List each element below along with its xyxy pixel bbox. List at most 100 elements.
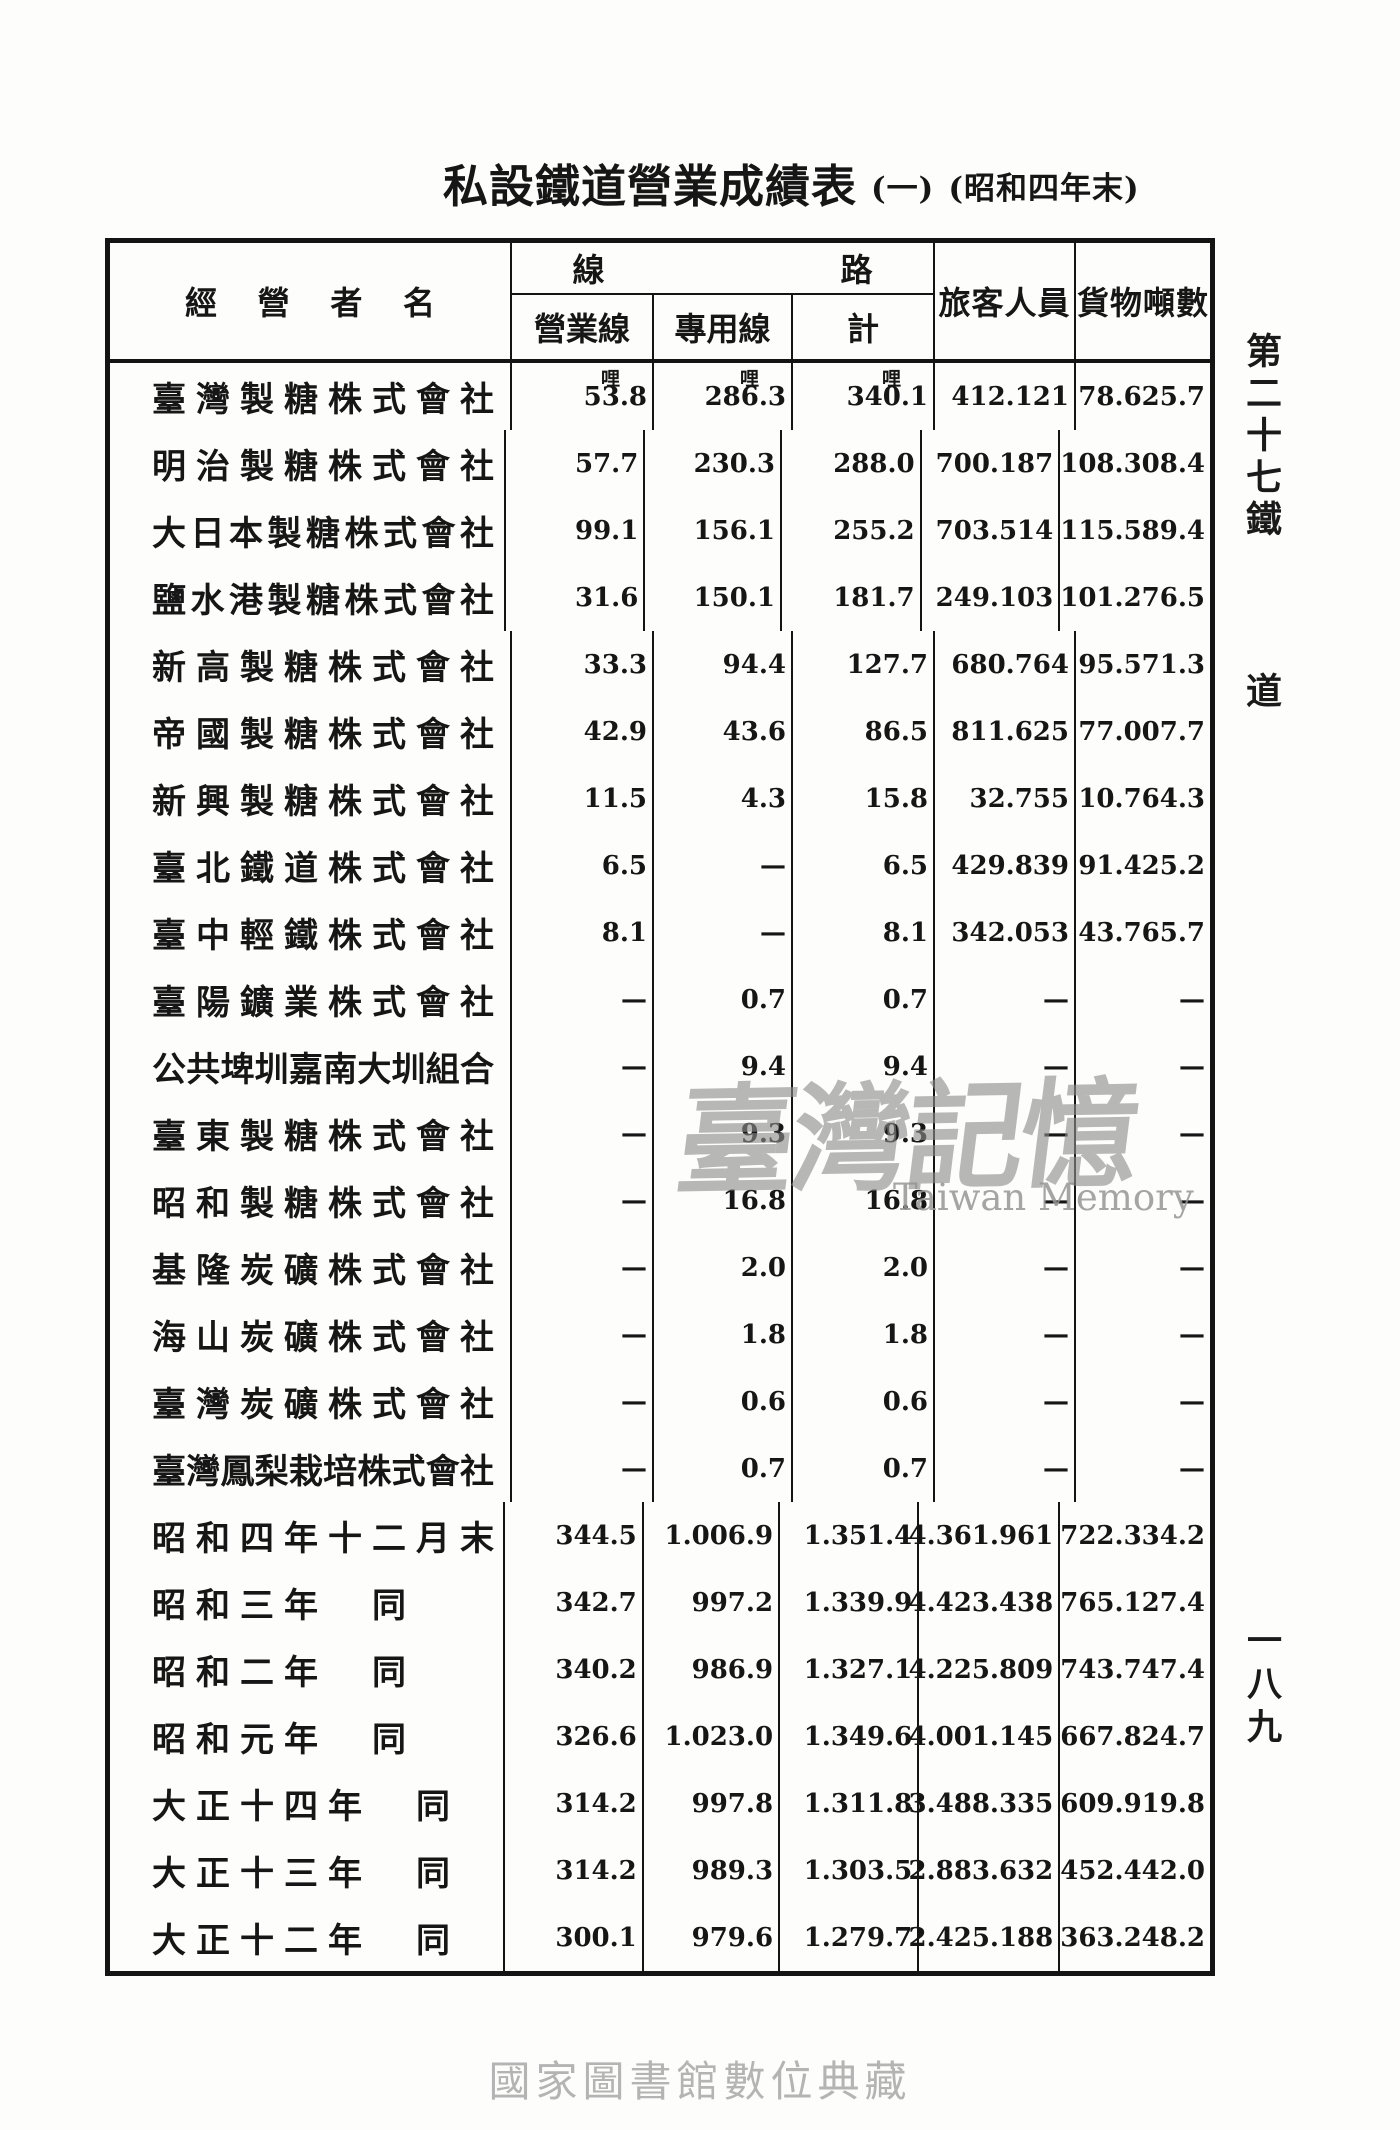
business-line-cell: 300.1 — [505, 1904, 644, 1971]
freight-cell: — — [1076, 966, 1210, 1033]
freight-cell: 363.248.2 — [1060, 1904, 1210, 1971]
total-line-cell: 1.8 — [793, 1301, 935, 1368]
mile-unit-label: 哩 — [881, 368, 901, 390]
operator-name-text: 昭和製糖株式會社 — [152, 1184, 494, 1224]
freight-value: — — [1179, 1252, 1205, 1283]
passengers-cell: 700.187 — [922, 430, 1061, 497]
operator-name-cell: 臺北鐵道株式會社 — [110, 832, 512, 899]
total-line-value: 1.311.8 — [803, 1788, 913, 1819]
business-line-value: — — [621, 1386, 647, 1417]
header-freight-tons: 貨物噸數 — [1076, 284, 1209, 322]
business-line-value: — — [621, 1051, 647, 1082]
business-line-cell: 6.5 — [512, 832, 654, 899]
table-row: 臺陽鑛業株式會社 — 0.7 0.7 — — — [110, 966, 1210, 1033]
freight-cell: 609.919.8 — [1060, 1770, 1210, 1837]
total-line-cell: 哩 340.1 — [793, 363, 935, 430]
operator-name-cell: 昭和二年 同 — [110, 1636, 505, 1703]
business-line-value: — — [621, 1319, 647, 1350]
freight-value: — — [1179, 1185, 1205, 1216]
private-line-value: 1.023.0 — [664, 1721, 774, 1752]
operator-name-cell: 公共埤圳嘉南大圳組合 — [110, 1033, 512, 1100]
freight-cell: 101.276.5 — [1060, 564, 1210, 631]
table-row: 明治製糖株式會社 57.7 230.3 288.0 700.187 108.30… — [110, 430, 1210, 497]
total-line-cell: 15.8 — [793, 765, 935, 832]
private-line-cell: 1.023.0 — [644, 1703, 781, 1770]
freight-value: 108.308.4 — [1060, 448, 1205, 479]
passengers-value: 700.187 — [935, 448, 1054, 479]
business-line-value: — — [621, 1453, 647, 1484]
operator-name-text: 昭和元年 同 — [152, 1720, 416, 1760]
private-line-cell: 0.6 — [654, 1368, 793, 1435]
operator-name-text: 明治製糖株式會社 — [152, 447, 494, 487]
operator-name-cell: 帝國製糖株式會社 — [110, 698, 512, 765]
business-line-value: 344.5 — [555, 1520, 637, 1551]
freight-cell: 78.625.7 — [1076, 363, 1210, 430]
passengers-cell: — — [935, 1368, 1076, 1435]
private-line-value: 1.006.9 — [664, 1520, 774, 1551]
table-row: 海山炭礦株式會社 — 1.8 1.8 — — — [110, 1301, 1210, 1368]
total-line-value: 288.0 — [833, 448, 915, 479]
passengers-cell: 680.764 — [935, 631, 1076, 698]
table-row: 臺灣製糖株式會社 哩 53.8 哩 286.3 哩 340.1 412.121 … — [110, 363, 1210, 430]
table-row: 昭和四年十二月末 344.5 1.006.9 1.351.4 4.361.961… — [110, 1502, 1210, 1569]
operator-name-cell: 昭和四年十二月末 — [110, 1502, 505, 1569]
passengers-value: — — [1043, 1185, 1069, 1216]
header-business-line: 營業線 — [512, 295, 654, 359]
table-row: 公共埤圳嘉南大圳組合 — 9.4 9.4 — — — [110, 1033, 1210, 1100]
operator-name-text: 臺東製糖株式會社 — [152, 1117, 494, 1157]
business-line-cell: 314.2 — [505, 1770, 644, 1837]
total-line-value: 86.5 — [864, 716, 928, 747]
operator-name-text: 鹽水港製糖株式會社 — [152, 581, 494, 621]
passengers-value: — — [1043, 1319, 1069, 1350]
freight-cell: 667.824.7 — [1060, 1703, 1210, 1770]
private-line-value: 986.9 — [691, 1654, 774, 1685]
table-row: 鹽水港製糖株式會社 31.6 150.1 181.7 249.103 101.2… — [110, 564, 1210, 631]
passengers-value: 4.001.145 — [908, 1721, 1054, 1752]
private-line-value: 9.4 — [740, 1051, 786, 1082]
operator-name-cell: 海山炭礦株式會社 — [110, 1301, 512, 1368]
total-line-cell: 2.0 — [793, 1234, 935, 1301]
title-part-number: (一) — [871, 171, 935, 207]
passengers-cell: 811.625 — [935, 698, 1076, 765]
business-line-cell: 340.2 — [505, 1636, 644, 1703]
passengers-cell: — — [935, 966, 1076, 1033]
private-line-value: 4.3 — [740, 783, 786, 814]
freight-value: 10.764.3 — [1078, 783, 1205, 814]
operator-name-text: 臺中輕鐵株式會社 — [152, 916, 494, 956]
total-line-value: 1.349.6 — [803, 1721, 913, 1752]
business-line-value: — — [621, 1118, 647, 1149]
passengers-cell: — — [935, 1033, 1076, 1100]
operator-name-cell: 臺中輕鐵株式會社 — [110, 899, 512, 966]
total-line-cell: 1.311.8 — [780, 1770, 920, 1837]
freight-cell: 765.127.4 — [1060, 1569, 1210, 1636]
passengers-value: — — [1043, 1118, 1069, 1149]
passengers-value: — — [1043, 1386, 1069, 1417]
operator-name-cell: 明治製糖株式會社 — [110, 430, 506, 497]
table-row: 大正十二年 同 300.1 979.6 1.279.7 2.425.188 36… — [110, 1904, 1210, 1971]
operator-name-text: 臺灣鳳梨栽培株式會社 — [152, 1452, 494, 1492]
freight-cell: — — [1076, 1033, 1210, 1100]
total-line-value: 8.1 — [882, 917, 928, 948]
table-row: 昭和製糖株式會社 — 16.8 16.8 — — — [110, 1167, 1210, 1234]
table-row: 大日本製糖株式會社 99.1 156.1 255.2 703.514 115.5… — [110, 497, 1210, 564]
passengers-value: — — [1043, 1453, 1069, 1484]
operator-name-text: 帝國製糖株式會社 — [152, 715, 494, 755]
business-line-value: 340.2 — [555, 1654, 637, 1685]
private-line-value: 0.7 — [740, 984, 786, 1015]
freight-cell: 91.425.2 — [1076, 832, 1210, 899]
operator-name-text: 大日本製糖株式會社 — [152, 514, 494, 554]
freight-value: 43.765.7 — [1078, 917, 1205, 948]
operator-name-cell: 鹽水港製糖株式會社 — [110, 564, 506, 631]
passengers-value: 811.625 — [951, 716, 1069, 747]
passengers-cell: 4.225.809 — [909, 1636, 1061, 1703]
passengers-value: 2.883.632 — [908, 1855, 1054, 1886]
header-line-group-title: 線路 — [512, 243, 933, 295]
business-line-value: 300.1 — [555, 1922, 637, 1953]
total-line-value: 15.8 — [864, 783, 928, 814]
freight-cell: 452.442.0 — [1060, 1837, 1210, 1904]
total-line-value: 181.7 — [833, 582, 915, 613]
total-line-cell: 288.0 — [782, 430, 922, 497]
freight-cell: — — [1076, 1368, 1210, 1435]
private-line-value: 2.0 — [740, 1252, 786, 1283]
freight-cell: 743.747.4 — [1060, 1636, 1210, 1703]
